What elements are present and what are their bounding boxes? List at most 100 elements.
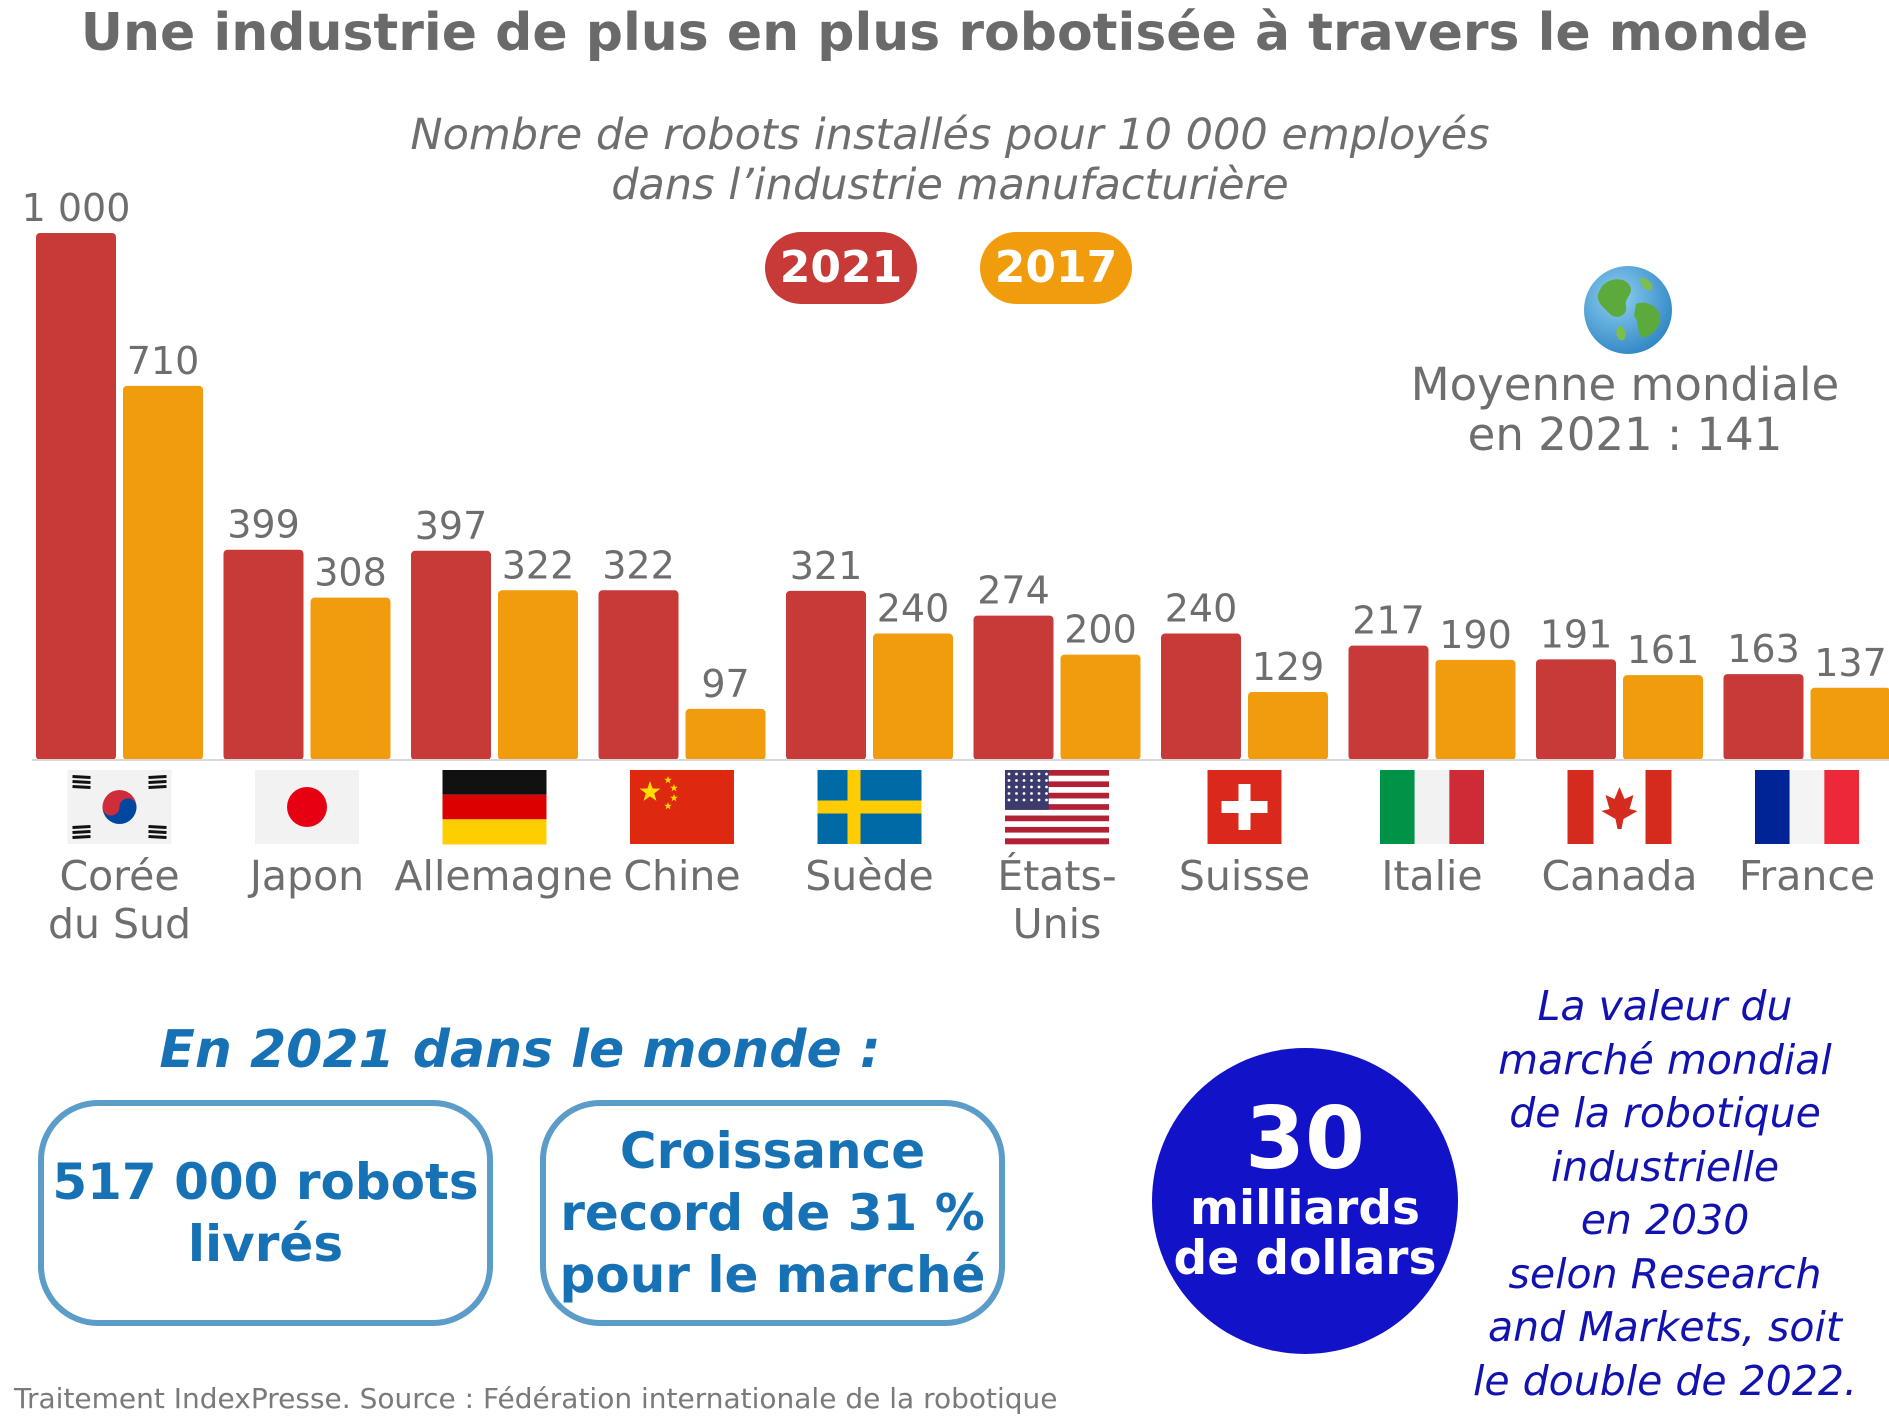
bar-2017-usa (1060, 654, 1141, 760)
data-label-2017-japan: 308 (314, 551, 387, 595)
data-label-2021-japan: 399 (227, 503, 300, 547)
bar-2017-china (685, 708, 766, 760)
robots-delivered-box: 517 000 robots livrés (38, 1100, 493, 1326)
market-value-circle: 30 milliards de dollars (1152, 1048, 1458, 1354)
data-label-2021-switzerland: 240 (1165, 587, 1238, 631)
data-label-2017-italy: 190 (1439, 613, 1512, 657)
bar-2017-france (1810, 687, 1889, 760)
bar-2021-china (598, 590, 679, 760)
bar-2021-italy (1348, 645, 1429, 760)
globe-icon (1584, 266, 1672, 354)
data-label-2017-france: 137 (1814, 641, 1887, 685)
country-label-usa: États-Unis (957, 852, 1157, 948)
legend-item-2021: 2021 (765, 232, 917, 304)
country-label-line-1: Italie (1381, 852, 1483, 900)
bar-2021-japan (223, 549, 304, 760)
market-value-unit-line-1: milliards (1190, 1181, 1420, 1236)
data-label-2017-china: 97 (701, 662, 749, 706)
market-text-line: en 2030 (1580, 1196, 1750, 1244)
chart-subtitle: Nombre de robots installés pour 10 000 e… (300, 110, 1600, 210)
country-label-line-1: Suède (805, 852, 934, 900)
data-label-2017-germany: 322 (502, 543, 575, 587)
data-label-2021-france: 163 (1727, 627, 1800, 671)
data-label-2017-sweden: 240 (877, 587, 950, 631)
bar-2021-germany (411, 550, 491, 760)
country-label-china: Chine (582, 852, 782, 900)
bar-2017-sweden (873, 633, 953, 760)
flag-switzerland-icon (1207, 770, 1282, 844)
subtitle-line-1: Nombre de robots installés pour 10 000 e… (410, 110, 1490, 160)
flag-france-icon (1755, 770, 1859, 844)
bar-2017-south-korea (123, 385, 203, 760)
data-label-2017-south-korea: 710 (127, 339, 200, 383)
market-text-line: industrielle (1550, 1142, 1780, 1191)
data-label-2021-usa: 274 (977, 569, 1050, 613)
bar-2021-sweden (786, 590, 866, 760)
chart-title: Une industrie de plus en plus robotisée … (80, 3, 1809, 63)
country-label-line-1: Corée (59, 852, 180, 900)
source-credit: Traitement IndexPresse. Source : Fédérat… (14, 1382, 1058, 1415)
country-label-switzerland: Suisse (1145, 852, 1345, 900)
market-text-line: marché mondial (1498, 1035, 1832, 1084)
market-growth-box: Croissance record de 31 % pour le marché (540, 1100, 1005, 1326)
country-label-line-1: États-Unis (997, 852, 1117, 948)
market-text-line: le double de 2022. (1472, 1356, 1858, 1405)
country-label-line-1: Canada (1541, 852, 1698, 900)
data-label-2017-canada: 161 (1627, 628, 1700, 672)
data-label-2017-switzerland: 129 (1252, 645, 1325, 689)
market-value-unit: milliards de dollars (1152, 1184, 1458, 1284)
bar-chart: 1 000 710 399 308 397 322 322 97 321 240 274 200 240… (22, 186, 1889, 845)
bar-2017-japan (310, 597, 391, 760)
data-label-2021-south-korea: 1 000 (22, 186, 131, 230)
market-growth-line-1: Croissance (619, 1122, 926, 1180)
country-label-line-1: Chine (623, 852, 741, 900)
country-label-japan: Japon (207, 852, 407, 900)
country-label-france: France (1707, 852, 1889, 900)
market-text-line: and Markets, soit (1488, 1303, 1842, 1351)
country-label-canada: Canada (1520, 852, 1720, 900)
bar-2021-usa (973, 615, 1054, 760)
data-label-2021-canada: 191 (1540, 612, 1613, 656)
market-text-line: selon Research (1508, 1249, 1822, 1298)
market-value-number: 30 (1245, 1089, 1365, 1189)
flag-japan-icon (255, 770, 359, 844)
bar-2021-france (1723, 674, 1804, 760)
legend-item-2017: 2017 (980, 232, 1132, 304)
country-label-line-1: Suisse (1178, 852, 1311, 900)
country-label-line-2: du Sud (47, 900, 192, 948)
world-average-line-1: Moyenne mondiale (1410, 358, 1840, 411)
data-label-2021-germany: 397 (415, 504, 488, 548)
market-text-line: de la robotique (1509, 1089, 1821, 1137)
data-label-2021-sweden: 321 (790, 544, 863, 588)
market-growth-line-3: pour le marché (559, 1246, 986, 1304)
data-label-2017-usa: 200 (1064, 608, 1137, 652)
bar-2021-south-korea (36, 233, 116, 760)
flag-canada-icon (1567, 770, 1672, 844)
flag-usa-icon (1005, 770, 1109, 845)
market-growth-line-2: record de 31 % (560, 1184, 985, 1242)
market-description: La valeur du marché mondial de la roboti… (1440, 980, 1889, 1408)
world-average-note: Moyenne mondiale en 2021 : 141 (1350, 360, 1889, 460)
flag-south-korea-icon (67, 770, 172, 844)
country-label-italy: Italie (1332, 852, 1532, 900)
robots-delivered-line-1: 517 000 robots (52, 1153, 479, 1211)
country-label-line-1: Japon (249, 852, 365, 900)
world-average-line-2: en 2021 : 141 (1467, 408, 1783, 461)
bar-2017-italy (1435, 659, 1516, 760)
country-label-south-korea: Corée du Sud (20, 852, 220, 948)
stats-heading: En 2021 dans le monde : (159, 1020, 881, 1080)
data-label-2021-china: 322 (602, 543, 675, 587)
bar-2017-germany (498, 590, 578, 760)
robots-delivered-line-2: livrés (187, 1215, 344, 1273)
market-value-unit-line-2: de dollars (1173, 1231, 1437, 1286)
subtitle-line-2: dans l’industrie manufacturière (611, 160, 1289, 210)
country-label-germany: Allemagne (395, 852, 613, 900)
market-text-line: La valeur du (1537, 982, 1793, 1030)
flag-china-icon (630, 770, 734, 844)
data-label-2021-italy: 217 (1352, 599, 1425, 643)
bar-2017-switzerland (1248, 692, 1328, 760)
country-label-sweden: Suède (770, 852, 970, 900)
country-label-line-1: France (1738, 852, 1876, 900)
bar-2021-switzerland (1161, 633, 1241, 760)
bar-2017-canada (1623, 675, 1703, 760)
